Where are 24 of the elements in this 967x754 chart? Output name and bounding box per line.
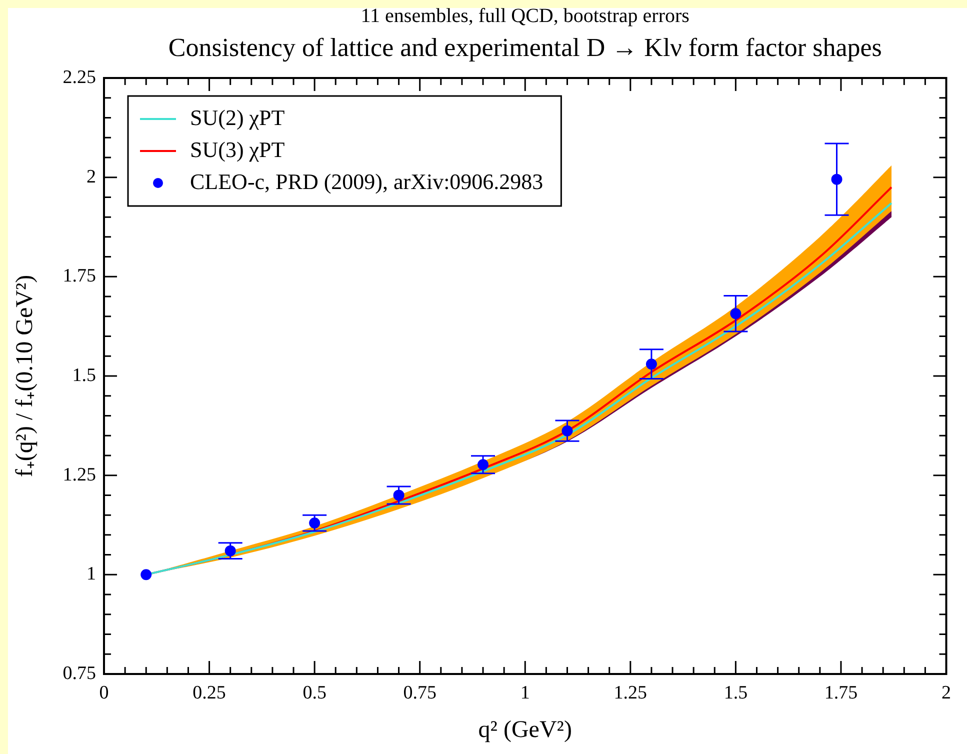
x-tick-label: 1.75 — [824, 682, 858, 704]
y-tick-label: 1.25 — [62, 464, 96, 486]
x-tick-label: 1.5 — [724, 682, 748, 704]
legend-label: SU(2) χPT — [190, 104, 286, 130]
x-tick-label: 0.25 — [192, 682, 226, 704]
x-tick-label: 0.75 — [403, 682, 436, 704]
y-tick-label: 1 — [86, 564, 96, 585]
y-tick-label: 2 — [86, 166, 96, 188]
x-tick-label: 2 — [942, 682, 951, 704]
x-tick-label: 0.5 — [302, 682, 326, 704]
x-tick-label: 1.25 — [614, 682, 648, 704]
y-tick-label: 1.75 — [62, 266, 96, 287]
x-tick-label: 1 — [520, 682, 530, 704]
y-axis-title: f₊(q²) / f₊(0.10 GeV²) — [12, 274, 38, 478]
chart-subtitle: 11 ensembles, full QCD, bootstrap errors — [360, 5, 690, 27]
legend-label: CLEO-c, PRD (2009), arXiv:0906.2983 — [190, 168, 544, 194]
x-tick-label: 0 — [99, 682, 109, 704]
legend-label: SU(3) χPT — [190, 136, 286, 162]
y-tick-label: 0.75 — [62, 662, 96, 684]
chart-title: Consistency of lattice and experimental D → Klν form factor shapes — [168, 33, 882, 62]
y-tick-label: 2.25 — [62, 66, 96, 88]
x-axis-title: q² (GeV²) — [478, 717, 572, 743]
point — [140, 569, 152, 580]
y-tick-label: 1.5 — [72, 364, 96, 386]
